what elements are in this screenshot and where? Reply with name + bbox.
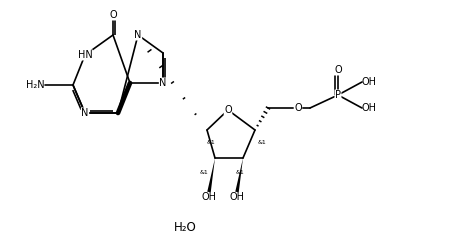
Text: O: O [294,103,301,113]
Text: O: O [224,105,231,115]
Text: O: O [333,65,341,75]
Text: &1: &1 [235,169,244,174]
Text: N: N [159,78,166,88]
Text: P: P [334,90,340,100]
Text: N: N [81,108,88,118]
Text: N: N [134,30,141,40]
Polygon shape [207,158,215,192]
Text: &1: &1 [207,140,215,145]
Text: OH: OH [229,192,244,202]
Polygon shape [235,158,243,192]
Text: &1: &1 [258,140,266,145]
Text: O: O [109,10,116,20]
Text: OH: OH [361,77,376,87]
Text: HN: HN [78,50,92,60]
Text: H₂O: H₂O [173,221,196,234]
Text: &1: &1 [199,169,207,174]
Text: OH: OH [201,192,216,202]
Text: OH: OH [361,103,376,113]
Text: H₂N: H₂N [26,80,45,90]
